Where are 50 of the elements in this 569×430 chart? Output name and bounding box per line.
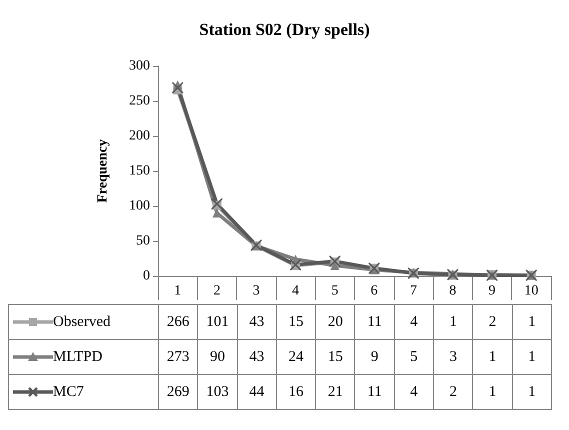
data-label: 15 xyxy=(316,340,355,374)
y-tick-label: 200 xyxy=(129,128,150,144)
data-label: 20 xyxy=(316,304,355,340)
data-label: 43 xyxy=(237,304,276,340)
x-tick-label: 2 xyxy=(213,284,220,298)
data-label: 1 xyxy=(512,374,552,410)
legend-label: Observed xyxy=(53,314,110,330)
x-tick-label: 9 xyxy=(488,284,496,298)
data-label: 269 xyxy=(158,374,198,410)
point xyxy=(211,198,222,210)
y-axis-title: Frequency xyxy=(96,139,110,203)
data-label: 266 xyxy=(158,304,198,340)
data-label: 1 xyxy=(472,340,512,374)
data-label: 1 xyxy=(512,340,552,374)
legend-label: MC7 xyxy=(53,384,84,400)
x-tick-label: 7 xyxy=(410,284,417,298)
data-label: 16 xyxy=(276,374,316,410)
x-tick-label: 8 xyxy=(449,284,456,298)
y-tick-label: 50 xyxy=(136,234,150,248)
legend-label: MLTPD xyxy=(53,348,102,364)
data-label: 15 xyxy=(276,304,316,340)
data-label: 90 xyxy=(198,340,238,374)
x-tick-label: 5 xyxy=(331,284,338,298)
data-label: 1 xyxy=(472,374,512,410)
data-label: 21 xyxy=(316,374,355,410)
point xyxy=(172,82,184,94)
data-label: 24 xyxy=(276,340,316,374)
data-label: 9 xyxy=(354,340,394,374)
x-tick-label: 10 xyxy=(524,284,538,298)
data-label: 4 xyxy=(394,374,434,410)
data-label: 101 xyxy=(198,304,238,340)
y-tick-label: 150 xyxy=(129,164,150,178)
y-tick-label: 100 xyxy=(129,198,150,214)
y-tick-label: 300 xyxy=(129,58,150,74)
data-label: 2 xyxy=(434,374,473,410)
x-tick-label: 3 xyxy=(252,284,260,298)
x-tick-label: 6 xyxy=(370,284,378,298)
y-tick-label: 0 xyxy=(143,268,150,284)
data-label: 273 xyxy=(158,340,198,374)
data-label: 5 xyxy=(394,340,434,374)
data-label: 11 xyxy=(354,374,394,410)
data-label: 44 xyxy=(237,374,276,410)
data-label: 43 xyxy=(237,340,276,374)
x-tick-label: 1 xyxy=(174,284,182,298)
data-label: 3 xyxy=(434,340,473,374)
y-tick-label: 250 xyxy=(129,94,150,108)
x-tick-label: 4 xyxy=(292,284,300,298)
data-label: 103 xyxy=(198,374,238,410)
data-label: 11 xyxy=(354,304,394,340)
chart-title: Station S02 (Dry spells) xyxy=(199,20,370,39)
